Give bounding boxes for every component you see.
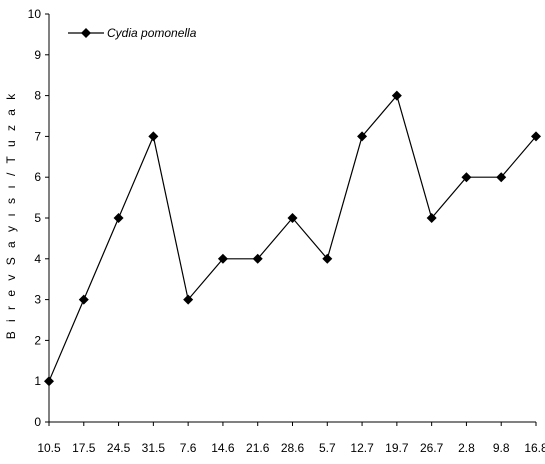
data-point [322,253,333,264]
data-point [391,90,402,101]
data-point [357,131,368,142]
legend-label: Cydia pomonella [107,26,197,40]
y-axis-label: B i r e v S a y ı s ı / T u z a k [4,91,18,340]
data-point [78,294,89,305]
x-tick-label: 12.7 [350,441,374,455]
data-point [496,172,507,183]
x-tick-label: 31.5 [142,441,166,455]
x-tick-label: 10.5 [37,441,61,455]
x-tick-label: 5.7 [319,441,336,455]
data-point [461,172,472,183]
x-tick-label: 9.8 [493,441,510,455]
legend-marker-diamond [81,28,91,38]
y-tick-label: 1 [34,374,41,388]
data-point [426,213,437,223]
x-tick-label: 19.7 [385,441,409,455]
legend: Cydia pomonella [68,26,197,40]
y-tick-label: 8 [34,89,41,103]
data-point [44,376,54,387]
x-tick-label: 2.8 [458,441,475,455]
data-point [183,294,194,305]
y-tick-label: 2 [34,333,41,347]
data-point [252,253,263,264]
x-tick-label: 26.7 [420,441,444,455]
data-point [531,131,541,142]
x-tick-label: 28.6 [281,441,305,455]
data-point [113,213,124,223]
y-tick-label: 7 [34,129,41,143]
y-tick-label: 4 [34,252,41,266]
y-axis-ticks: 0 1 2 3 4 5 6 7 8 9 10 [28,7,49,429]
y-tick-label: 10 [28,7,42,21]
y-tick-label: 0 [34,415,41,429]
x-tick-label: 7.6 [180,441,197,455]
data-point [148,131,159,142]
y-tick-label: 5 [34,211,41,225]
y-tick-label: 3 [34,293,41,307]
series-line [48,94,537,382]
y-tick-label: 9 [34,48,41,62]
series-group [44,90,541,387]
x-tick-label: 14.6 [211,441,235,455]
x-tick-label: 16.8 [524,441,545,455]
x-tick-label: 21.6 [246,441,270,455]
y-tick-label: 6 [34,170,41,184]
x-tick-label: 24.5 [107,441,131,455]
x-tick-label: 17.5 [72,441,96,455]
x-axis-ticks: 10.5 17.5 24.5 31.5 7.6 14.6 21.6 28.6 5.7 12.7 19… [37,422,545,455]
data-point [287,213,298,223]
data-point [217,253,228,264]
